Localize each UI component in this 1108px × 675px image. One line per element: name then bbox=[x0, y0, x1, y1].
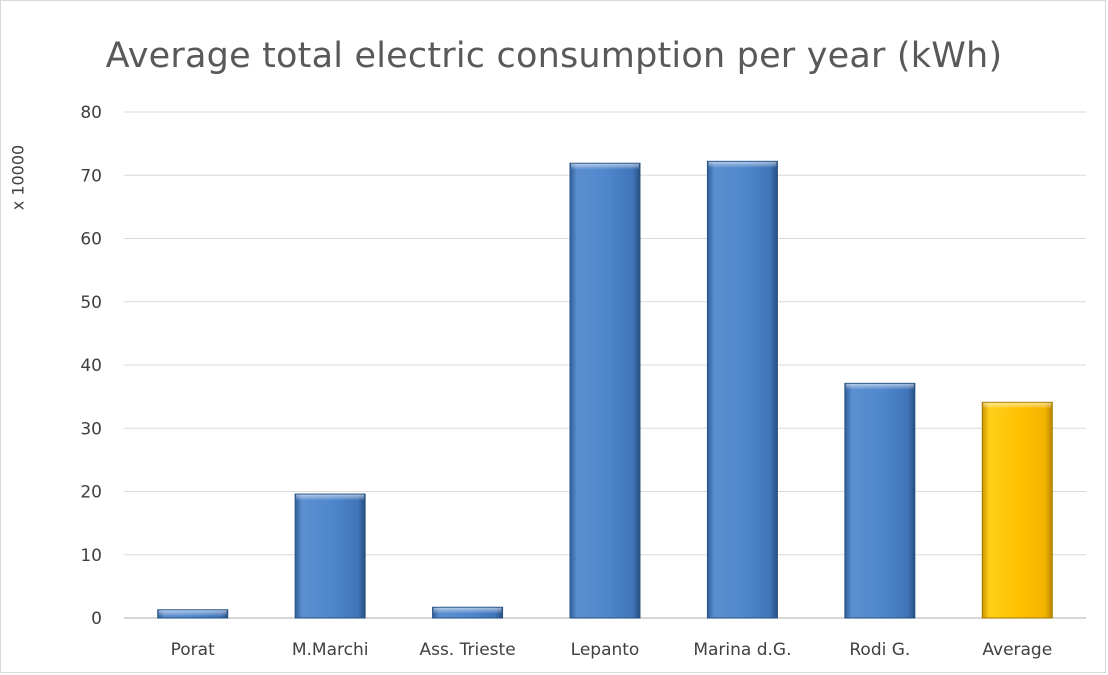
bar-highlight bbox=[296, 494, 365, 501]
bar-highlight bbox=[845, 383, 914, 390]
bar bbox=[706, 160, 778, 619]
chart-title: Average total electric consumption per y… bbox=[105, 36, 1003, 76]
bar-highlight bbox=[433, 607, 502, 614]
x-tick-label: M.Marchi bbox=[292, 640, 369, 660]
x-tick-label: Lepanto bbox=[571, 640, 640, 660]
bar bbox=[294, 493, 366, 619]
y-tick-label: 60 bbox=[80, 230, 102, 250]
x-tick-label: Ass. Trieste bbox=[419, 640, 515, 660]
bar bbox=[569, 162, 641, 619]
bar-highlight bbox=[158, 610, 227, 617]
x-tick-label: Rodi G. bbox=[849, 640, 910, 660]
y-tick-label: 30 bbox=[80, 419, 102, 439]
bar-highlight bbox=[571, 163, 639, 170]
y-tick-label: 40 bbox=[80, 356, 102, 376]
y-tick-label: 50 bbox=[80, 293, 102, 313]
bar-average bbox=[981, 401, 1053, 619]
y-tick-label: 80 bbox=[80, 103, 102, 123]
bar bbox=[844, 382, 916, 619]
y-tick-label: 20 bbox=[80, 483, 102, 503]
y-tick-label: 70 bbox=[80, 166, 102, 186]
bar-highlight bbox=[708, 161, 777, 168]
bar-highlight bbox=[983, 402, 1052, 409]
x-tick-label: Average bbox=[982, 640, 1052, 660]
x-tick-label: Marina d.G. bbox=[693, 640, 791, 660]
y-tick-label: 0 bbox=[91, 609, 102, 629]
x-tick-label: Porat bbox=[171, 640, 215, 660]
y-tick-label: 10 bbox=[80, 546, 102, 566]
